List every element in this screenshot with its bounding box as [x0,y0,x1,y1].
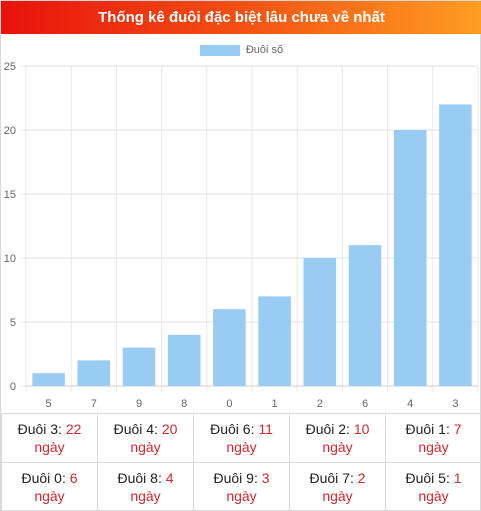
stat-value: 20 [161,421,178,437]
stat-value: 1 [453,470,462,486]
stat-unit: ngày [226,439,257,455]
bar-chart: 0 5 10 15 20 25 5 7 9 8 0 1 2 6 4 3 [4,61,479,410]
stat-cell: Đuôi 5: 1 ngày [385,462,481,511]
bar [32,373,65,386]
bar [167,334,201,386]
stat-label: Đuôi 9: [213,470,258,486]
bar [348,245,382,386]
x-tick-label: 6 [362,398,368,410]
stat-label: Đuôi 4: [113,421,158,437]
stats-row: Đuôi 3: 22 ngày Đuôi 4: 20 ngày Đuôi 6: … [1,413,481,463]
x-tick-label: 1 [272,398,278,410]
y-tick-label: 15 [4,189,16,201]
y-tick-label: 20 [4,125,16,137]
y-tick-label: 10 [4,253,16,265]
stat-value: 2 [357,470,366,486]
stat-cell: Đuôi 2: 10 ngày [289,413,386,463]
stat-unit: ngày [322,488,353,504]
stat-label: Đuôi 5: [405,470,450,486]
stat-cell: Đuôi 6: 11 ngày [193,413,290,463]
bar [213,309,246,386]
stat-value: 11 [258,421,273,437]
stat-cell: Đuôi 4: 20 ngày [97,413,194,463]
chart-area: Đuôi số 0 5 10 15 20 25 5 7 9 8 0 1 2 6 4 3 [1,34,481,412]
bar [393,130,427,386]
stat-unit: ngày [322,439,353,455]
stat-label: Đuôi 3: [17,421,62,437]
legend-label: Đuôi số [245,44,284,56]
legend-swatch [199,44,240,56]
stat-unit: ngày [418,488,449,504]
stats-table: Đuôi 3: 22 ngày Đuôi 4: 20 ngày Đuôi 6: … [1,413,481,511]
stat-cell: Đuôi 7: 2 ngày [289,462,386,511]
stat-value: 22 [65,421,82,437]
stats-row: Đuôi 0: 6 ngày Đuôi 8: 4 ngày Đuôi 9: 3 … [1,462,481,511]
header-title: Thống kê đuôi đặc biệt lâu chưa về nhất [1,1,481,34]
stat-label: Đuôi 7: [309,470,354,486]
x-tick-label: 8 [181,398,187,410]
bar [258,296,291,386]
stat-cell: Đuôi 3: 22 ngày [1,413,98,463]
stat-unit: ngày [226,488,257,504]
x-tick-label: 2 [317,398,323,410]
stat-unit: ngày [418,439,449,455]
stat-value: 10 [353,421,370,437]
bar [122,347,156,386]
bar [303,258,337,386]
stat-label: Đuôi 6: [210,421,255,437]
stat-label: Đuôi 0: [21,470,66,486]
stat-cell: Đuôi 8: 4 ngày [97,462,194,511]
stat-label: Đuôi 1: [405,421,450,437]
x-tick-label: 0 [226,398,232,410]
x-tick-label: 7 [91,398,97,410]
stat-value: 3 [261,470,270,486]
stat-cell: Đuôi 0: 6 ngày [1,462,98,511]
stat-value: 6 [69,470,78,486]
y-tick-label: 0 [10,381,16,393]
bar [77,360,111,386]
stat-label: Đuôi 8: [117,470,162,486]
x-tick-label: 9 [136,398,142,410]
stat-unit: ngày [34,488,65,504]
y-tick-label: 25 [4,61,16,73]
stat-unit: ngày [34,439,65,455]
chart-legend[interactable]: Đuôi số [1,44,481,56]
bar [439,104,472,387]
stat-value: 7 [453,421,462,437]
stat-cell: Đuôi 9: 3 ngày [193,462,290,511]
x-tick-label: 5 [46,398,52,410]
stat-label: Đuôi 2: [305,421,350,437]
stat-unit: ngày [130,439,161,455]
stat-unit: ngày [130,488,161,504]
x-tick-label: 3 [452,398,458,410]
stat-cell: Đuôi 1: 7 ngày [385,413,481,463]
x-tick-label: 4 [407,398,413,410]
y-tick-label: 5 [10,317,16,329]
stat-value: 4 [165,470,174,486]
